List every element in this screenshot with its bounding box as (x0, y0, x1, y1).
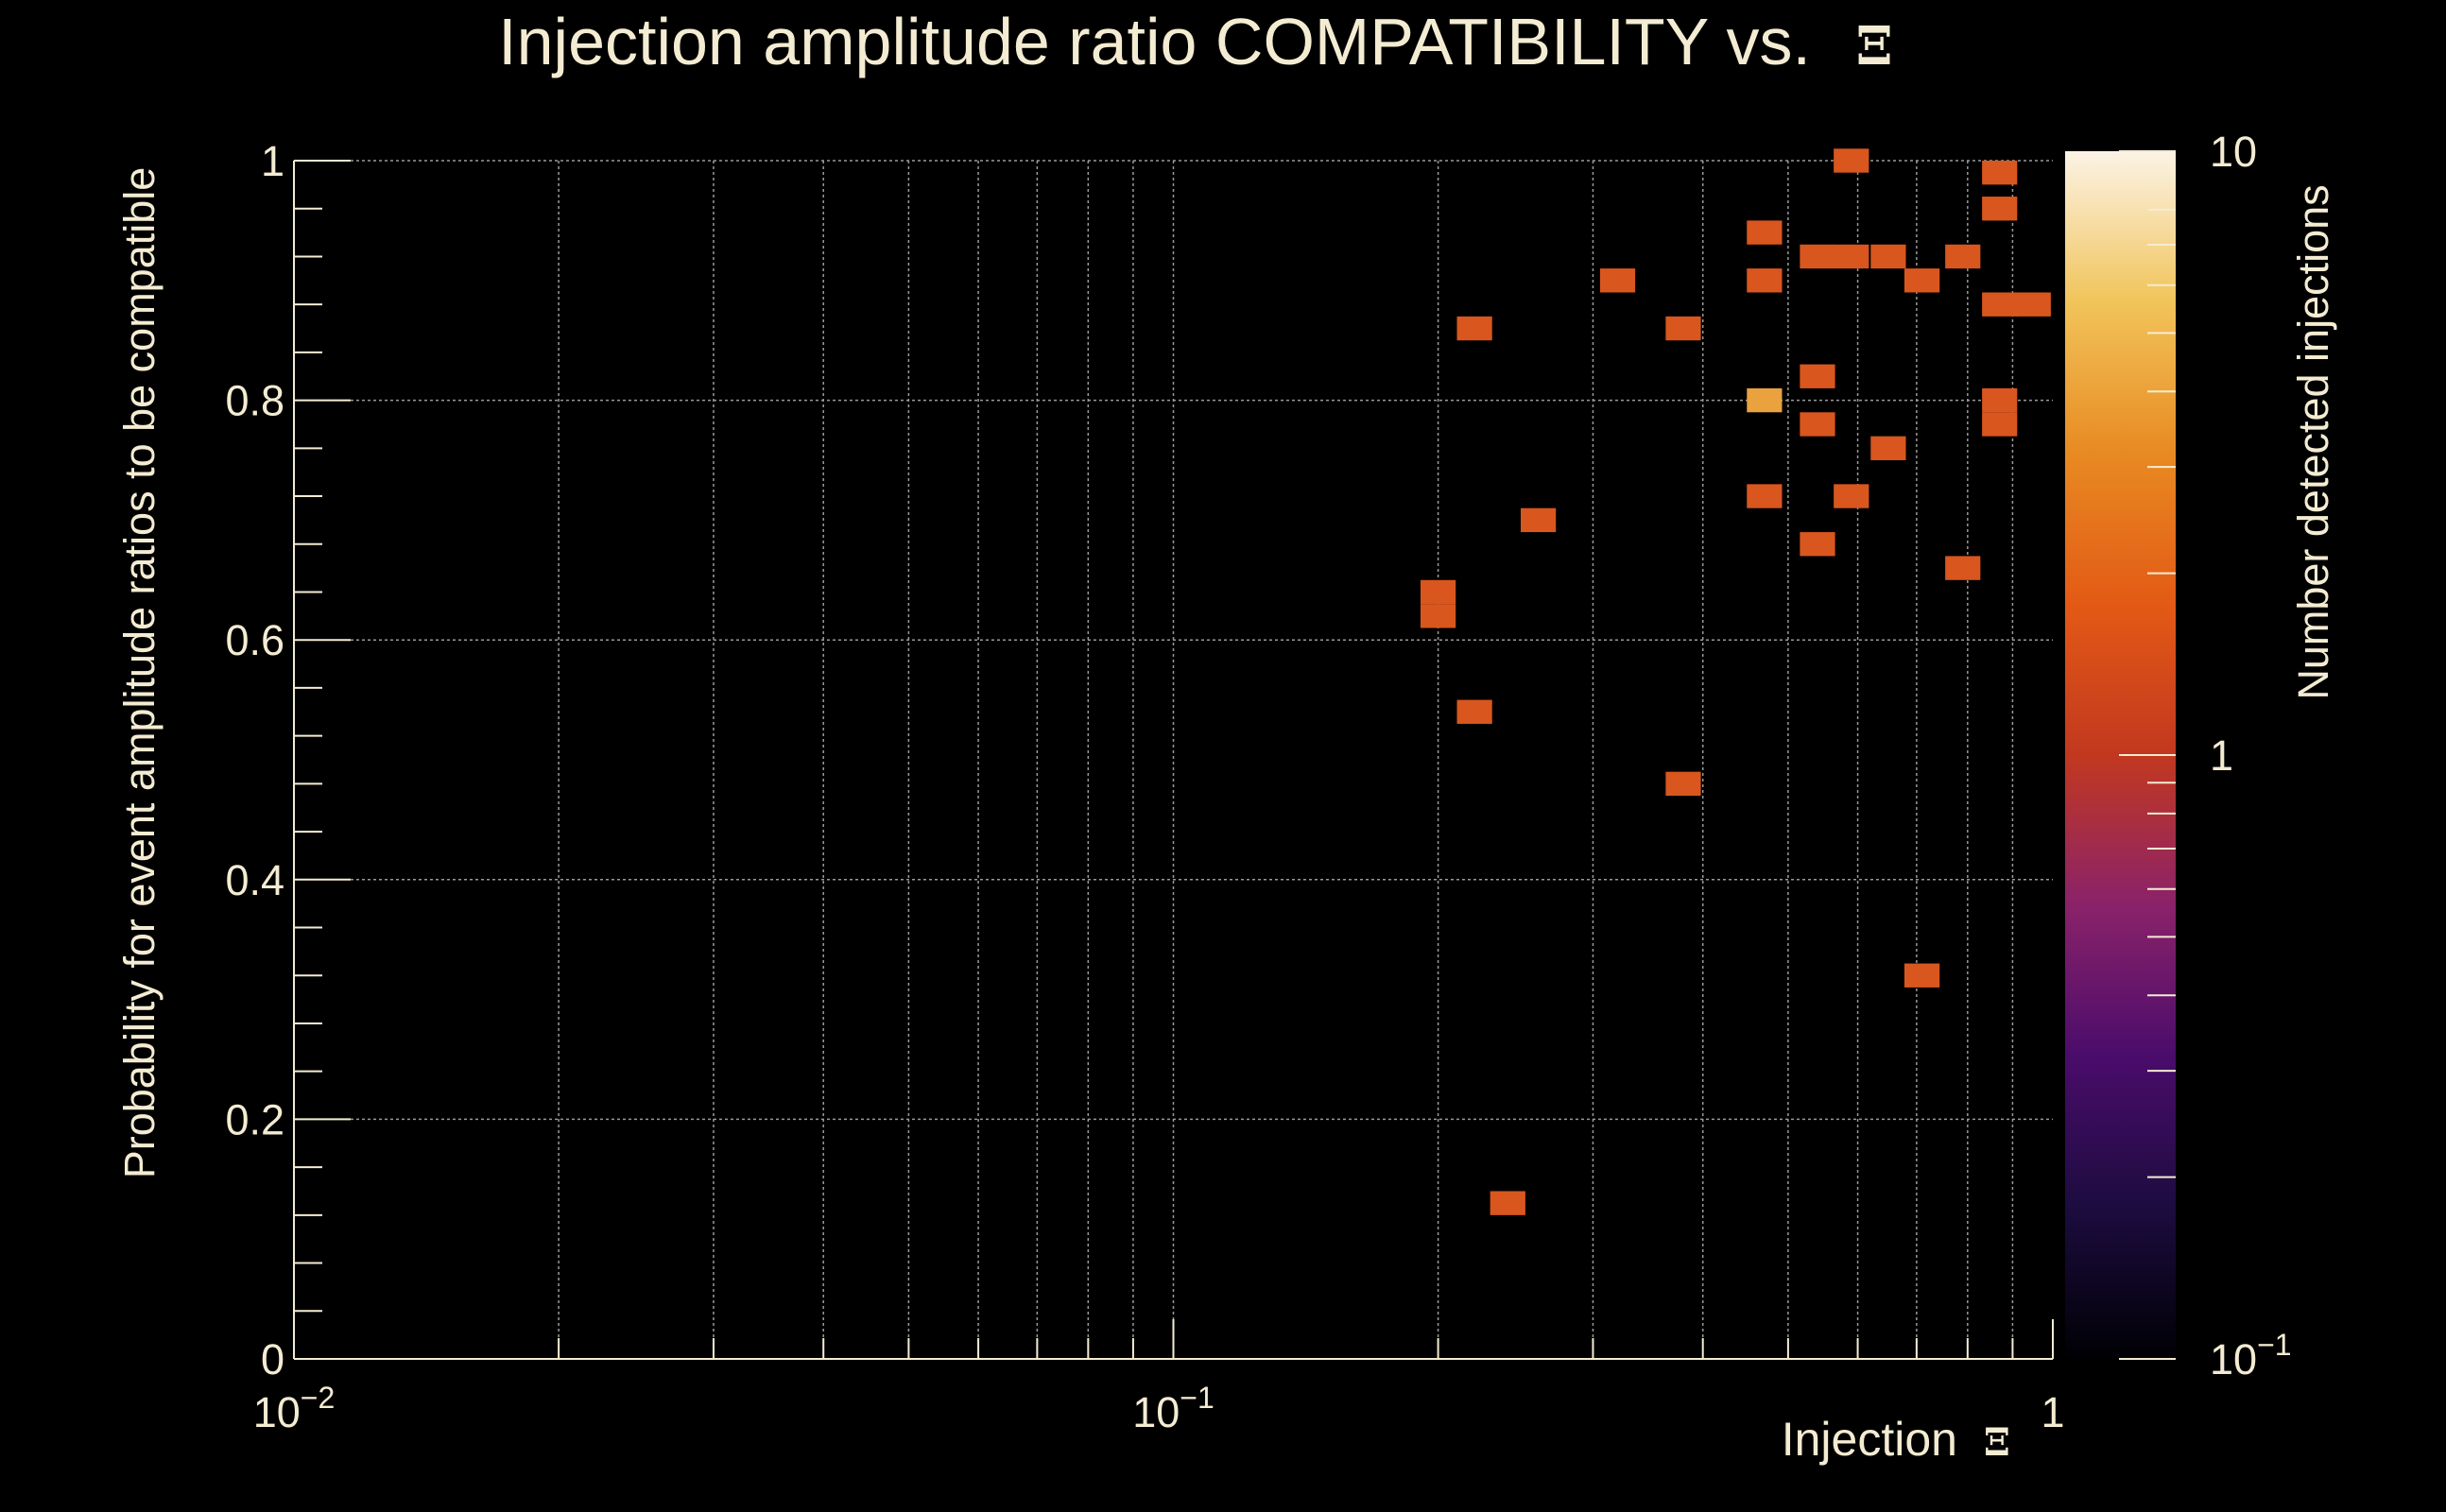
heatmap-cell (1834, 148, 1869, 173)
heatmap-cell (1982, 197, 2018, 221)
heatmap-cell (1747, 484, 1783, 508)
colorbar-label: Number detected injections (2289, 184, 2337, 699)
heatmap-cell (1456, 316, 1492, 341)
chart-title-symbol: Ξ (1855, 15, 1892, 77)
heatmap-cell (1665, 771, 1701, 797)
heatmap-cells (1420, 148, 2051, 1215)
x-tick-label: 10−2 (253, 1381, 336, 1436)
y-tick-label: 1 (261, 137, 284, 185)
heatmap-cell (1903, 963, 1940, 988)
x-axis-label: Injection Ξ (1782, 1413, 2010, 1466)
heatmap-cell (1490, 1191, 1525, 1215)
colorbar-tick-label: 10−1 (2210, 1328, 2292, 1383)
x-axis-label-text: Injection (1782, 1413, 1957, 1466)
heatmap-cell (1800, 532, 1835, 557)
heatmap-cell (1834, 484, 1869, 508)
heatmap-cell (1420, 604, 1456, 628)
chart-title: Injection amplitude ratio COMPATIBILITY … (498, 5, 1893, 78)
colorbar-tick-label: 10 (2210, 128, 2257, 176)
chart-title-text: Injection amplitude ratio COMPATIBILITY … (498, 5, 1811, 78)
heatmap-cell (1521, 507, 1557, 533)
x-axis-label-symbol: Ξ (1984, 1420, 2010, 1465)
x-tick-label: 1 (2041, 1388, 2064, 1436)
y-tick-label: 0.4 (225, 856, 284, 904)
heatmap-cell (1982, 161, 2018, 185)
heatmap-cell (1665, 316, 1701, 341)
heatmap-cell (1945, 244, 1981, 269)
heatmap-cell (1800, 364, 1835, 388)
y-tick-label: 0.6 (225, 616, 284, 664)
heatmap-cell (1945, 556, 1981, 580)
axes-layer: 0 0.2 0.4 0.6 0.8 1 10−2 10−1 1 (225, 137, 2064, 1436)
heatmap-cell (1747, 268, 1783, 293)
heatmap-cell (1747, 387, 1783, 413)
colorbar-axis: 10−1 1 10 (2119, 128, 2292, 1383)
heatmap-cell (1870, 244, 1906, 269)
heatmap-cell (1982, 387, 2018, 413)
heatmap-cell (1903, 268, 1940, 293)
grid-layer (294, 160, 2053, 1360)
y-tick-label: 0 (261, 1335, 284, 1383)
heatmap-cell (1747, 220, 1783, 245)
heatmap-cell (1456, 699, 1492, 724)
colorbar-tick-label: 1 (2210, 731, 2233, 780)
y-tick-label: 0.2 (225, 1095, 284, 1143)
x-tick-label: 10−1 (1132, 1381, 1214, 1436)
heatmap-cell (1834, 244, 1869, 269)
heatmap-cell (1870, 436, 1906, 460)
heatmap-cell (1982, 412, 2018, 437)
y-axis-label: Probability for event amplitude ratios t… (115, 167, 164, 1179)
heatmap-cell (1599, 268, 1636, 293)
heatmap-cell (2015, 292, 2051, 317)
heatmap-cell (1420, 579, 1456, 605)
heatmap-cell (1982, 292, 2018, 317)
y-tick-label: 0.8 (225, 377, 284, 425)
heatmap-cell (1800, 412, 1835, 437)
heatmap-cell (1800, 244, 1835, 269)
